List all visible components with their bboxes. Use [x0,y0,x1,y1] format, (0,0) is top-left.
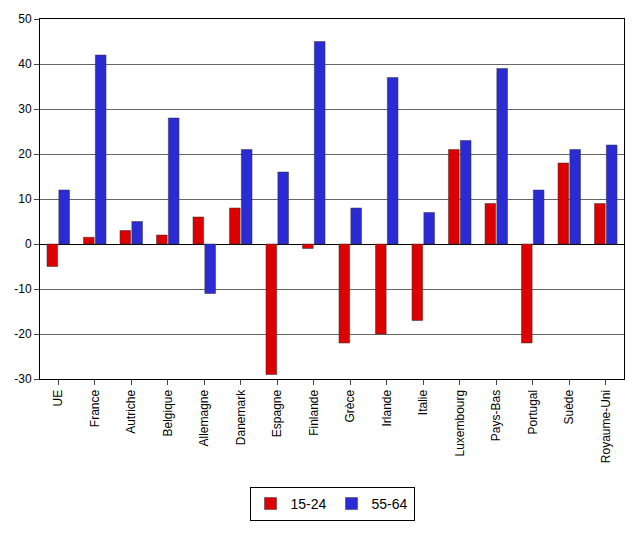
svg-text:0: 0 [25,237,32,251]
svg-text:Irlande: Irlande [380,389,394,426]
svg-text:-30: -30 [14,372,32,386]
svg-text:Espagne: Espagne [270,389,284,437]
svg-text:Finlande: Finlande [307,389,321,435]
svg-text:Royaume-Uni: Royaume-Uni [599,390,613,463]
svg-text:55-64: 55-64 [372,496,408,512]
svg-text:Danemark: Danemark [234,389,248,445]
svg-text:50: 50 [18,12,32,26]
svg-text:Portugal: Portugal [526,390,540,435]
svg-text:Pays-Bas: Pays-Bas [489,390,503,441]
svg-text:-10: -10 [14,282,32,296]
svg-text:10: 10 [18,192,32,206]
svg-text:-20: -20 [14,327,32,341]
svg-text:Grèce: Grèce [343,389,357,422]
svg-text:Italie: Italie [416,389,430,415]
svg-text:UE: UE [51,390,65,407]
svg-text:15-24: 15-24 [291,496,327,512]
svg-text:20: 20 [18,147,32,161]
svg-text:France: France [88,389,102,427]
svg-text:30: 30 [18,102,32,116]
svg-text:Luxembourg: Luxembourg [453,390,467,457]
svg-text:40: 40 [18,57,32,71]
svg-text:Suède: Suède [562,389,576,424]
svg-text:Allemagne: Allemagne [197,389,211,446]
svg-text:Belgique: Belgique [161,389,175,436]
svg-text:Autriche: Autriche [124,389,138,433]
